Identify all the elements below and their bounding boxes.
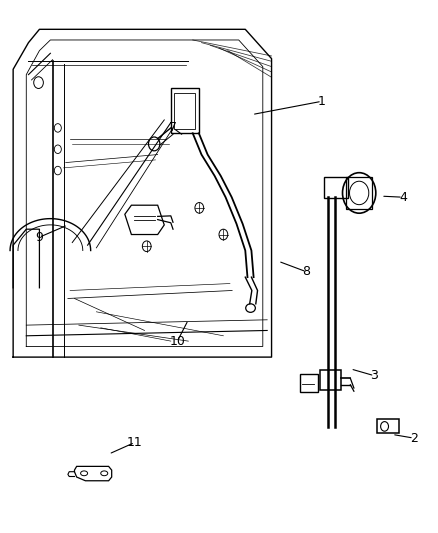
Text: 10: 10 [170,335,185,348]
Text: 3: 3 [371,369,378,382]
Bar [324,177,348,198]
Bar [171,88,199,133]
Text: 4: 4 [399,191,407,204]
Text: 7: 7 [169,122,177,134]
Text: 11: 11 [127,436,143,449]
Bar [300,374,318,392]
Bar [320,370,341,390]
Text: 2: 2 [410,432,418,445]
Bar [377,419,399,433]
Text: 9: 9 [35,231,43,244]
Text: 8: 8 [303,265,311,278]
Bar [174,93,195,129]
Text: 1: 1 [318,95,326,108]
Bar [346,177,372,209]
